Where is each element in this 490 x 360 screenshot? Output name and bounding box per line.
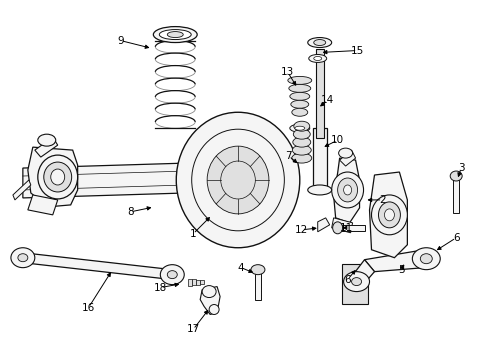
Ellipse shape <box>343 272 369 292</box>
Ellipse shape <box>159 30 191 40</box>
Ellipse shape <box>339 148 353 158</box>
Ellipse shape <box>167 271 177 279</box>
Ellipse shape <box>38 155 77 199</box>
Text: 1: 1 <box>190 229 196 239</box>
Bar <box>188 279 192 285</box>
Polygon shape <box>334 158 360 223</box>
Ellipse shape <box>385 209 394 221</box>
Ellipse shape <box>11 248 35 268</box>
Text: 6: 6 <box>344 275 351 285</box>
Text: 15: 15 <box>351 45 364 55</box>
Polygon shape <box>340 150 356 166</box>
Ellipse shape <box>293 137 311 147</box>
Text: 4: 4 <box>238 263 245 273</box>
Ellipse shape <box>314 57 322 60</box>
Bar <box>313 128 327 190</box>
Ellipse shape <box>251 265 265 275</box>
Text: 13: 13 <box>281 67 294 77</box>
Text: 16: 16 <box>82 302 95 312</box>
Ellipse shape <box>176 112 300 248</box>
Text: 14: 14 <box>321 95 334 105</box>
Text: 6: 6 <box>453 233 460 243</box>
Polygon shape <box>332 218 353 233</box>
Ellipse shape <box>333 222 343 234</box>
Polygon shape <box>352 260 374 287</box>
Polygon shape <box>342 264 368 303</box>
Ellipse shape <box>294 121 310 131</box>
Bar <box>192 279 196 285</box>
Polygon shape <box>369 172 407 258</box>
Polygon shape <box>13 180 31 200</box>
Polygon shape <box>318 218 330 232</box>
Text: 9: 9 <box>117 36 124 46</box>
Polygon shape <box>35 137 58 157</box>
Ellipse shape <box>420 254 432 264</box>
Ellipse shape <box>207 146 269 214</box>
Bar <box>340 225 365 231</box>
Ellipse shape <box>290 124 310 132</box>
Ellipse shape <box>308 185 332 195</box>
Ellipse shape <box>290 92 310 100</box>
Ellipse shape <box>413 248 440 270</box>
Ellipse shape <box>38 134 56 146</box>
Ellipse shape <box>332 172 364 208</box>
Ellipse shape <box>209 305 219 315</box>
Ellipse shape <box>293 145 311 155</box>
Bar <box>196 280 200 285</box>
Ellipse shape <box>308 37 332 48</box>
Text: 5: 5 <box>398 265 405 275</box>
Ellipse shape <box>288 76 312 84</box>
Ellipse shape <box>192 129 284 231</box>
Polygon shape <box>28 147 77 207</box>
Ellipse shape <box>202 285 216 298</box>
Ellipse shape <box>295 126 305 130</box>
Bar <box>255 272 261 300</box>
Polygon shape <box>28 195 58 215</box>
Polygon shape <box>23 160 285 198</box>
Ellipse shape <box>378 202 400 228</box>
Text: 18: 18 <box>154 283 167 293</box>
Ellipse shape <box>291 100 309 108</box>
Bar <box>453 178 459 213</box>
Bar <box>200 280 204 284</box>
Ellipse shape <box>450 171 462 181</box>
Text: 10: 10 <box>331 135 344 145</box>
Ellipse shape <box>371 195 407 235</box>
Ellipse shape <box>294 129 310 139</box>
Polygon shape <box>23 253 172 280</box>
Text: 12: 12 <box>295 225 308 235</box>
Text: 7: 7 <box>286 151 292 161</box>
Ellipse shape <box>18 254 28 262</box>
Text: 17: 17 <box>187 324 200 334</box>
Ellipse shape <box>292 108 308 116</box>
Text: 3: 3 <box>458 163 465 173</box>
Ellipse shape <box>309 54 327 62</box>
Ellipse shape <box>289 84 311 92</box>
Ellipse shape <box>220 161 255 199</box>
Ellipse shape <box>153 27 197 42</box>
Text: 8: 8 <box>127 207 134 217</box>
Ellipse shape <box>160 265 184 285</box>
Ellipse shape <box>51 169 65 185</box>
Ellipse shape <box>352 278 362 285</box>
Ellipse shape <box>338 178 358 202</box>
Text: 11: 11 <box>340 223 353 233</box>
Text: 2: 2 <box>379 195 386 205</box>
Ellipse shape <box>343 185 352 195</box>
Polygon shape <box>200 287 220 315</box>
Ellipse shape <box>167 32 183 37</box>
Bar <box>316 49 324 138</box>
Ellipse shape <box>44 162 72 192</box>
Ellipse shape <box>314 40 326 45</box>
Ellipse shape <box>292 153 312 163</box>
Polygon shape <box>365 250 429 272</box>
